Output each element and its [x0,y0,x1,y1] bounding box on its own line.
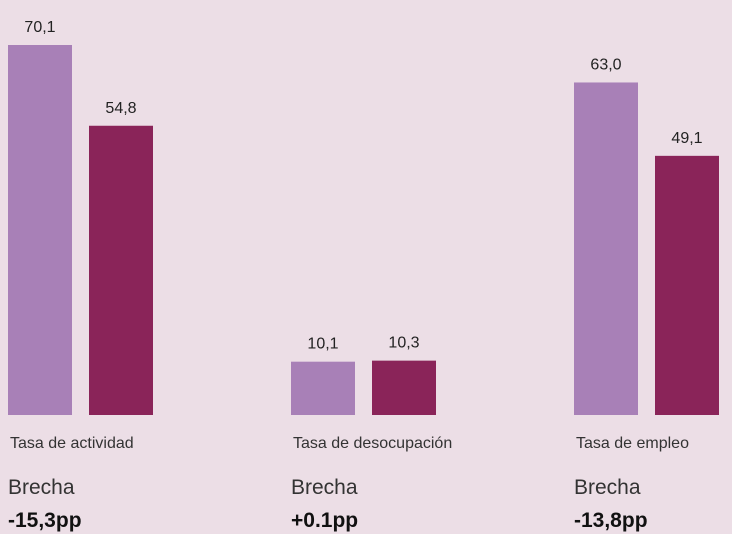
bar [372,360,436,415]
value-label: 54,8 [105,100,136,117]
value-label: 63,0 [590,56,621,73]
value-label: 10,1 [307,336,338,353]
gap-value: -15,3pp [8,509,82,532]
gap-label: Brecha [291,476,358,499]
bar [655,155,719,415]
category-label: Tasa de actividad [10,435,134,452]
gap-value: -13,8pp [574,509,648,532]
bar [574,82,638,415]
category-label: Tasa de empleo [576,435,689,452]
bar [89,125,153,415]
value-label: 49,1 [671,130,702,147]
bar [291,361,355,415]
gap-value: +0.1pp [291,509,358,532]
category-label: Tasa de desocupación [293,435,452,452]
value-label: 70,1 [24,19,55,36]
bar [8,45,72,415]
gap-label: Brecha [8,476,75,499]
value-label: 10,3 [388,335,419,352]
gap-label: Brecha [574,476,641,499]
